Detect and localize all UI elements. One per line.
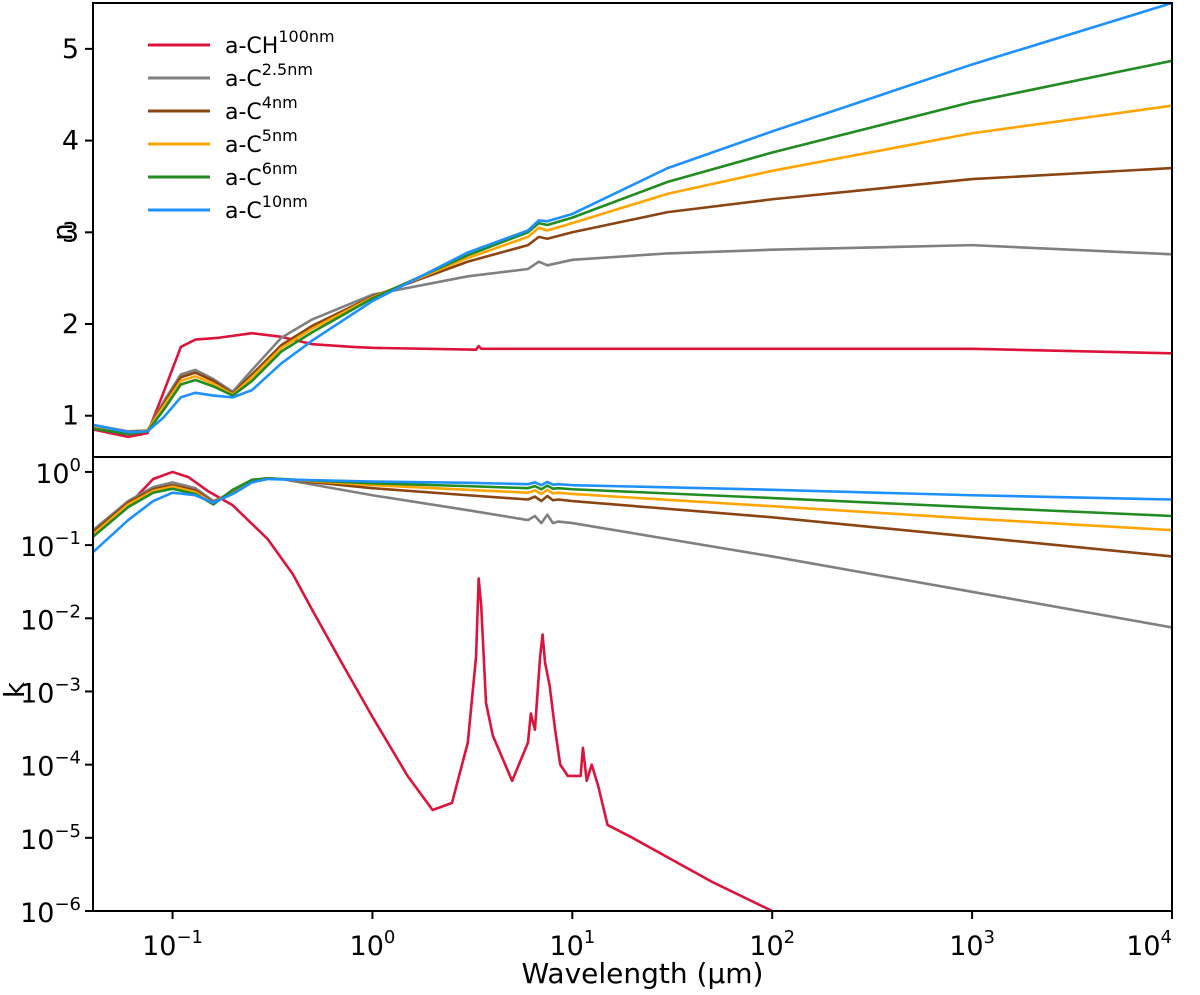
bottom-series-group — [93, 470, 1172, 911]
x-ticks: 10−1 100 101 102 103 104 — [142, 911, 1173, 962]
top-y-axis-label: n — [46, 223, 79, 241]
bottom-series-a-c-5nm — [93, 476, 1172, 536]
top-y-ticks: 1 2 3 4 5 — [62, 34, 93, 432]
legend: a-CH100nma-C2.5nma-C4nma-C5nma-C6nma-C10… — [148, 27, 335, 224]
legend-label: a-C10nm — [225, 192, 308, 224]
bottom-y-ticks: 100 10−1 10−2 10−3 10−4 10−5 10−6 — [20, 455, 93, 929]
bottom-series-a-c-6nm — [93, 476, 1172, 539]
bottom-y-tick-label: 10−2 — [20, 601, 81, 636]
top-y-tick-label: 1 — [62, 401, 79, 432]
top-series-a-c-5nm — [93, 104, 1172, 435]
top-series-a-c-6nm — [93, 59, 1172, 436]
bottom-series-a-c-4nm — [93, 476, 1172, 558]
bottom-y-tick-label: 10−4 — [20, 748, 81, 783]
x-tick-label: 103 — [949, 927, 995, 962]
top-series-group — [93, 3, 1172, 439]
top-series-a-c-2-5nm — [93, 243, 1172, 433]
bottom-series-a-c-2-5nm — [93, 476, 1172, 629]
x-tick-label: 101 — [549, 927, 595, 962]
bottom-series-a-ch-100nm — [93, 470, 774, 911]
bottom-y-tick-label: 10−5 — [20, 821, 81, 856]
bottom-y-axis-label: k — [0, 681, 31, 698]
x-tick-label: 104 — [1126, 927, 1172, 962]
legend-item-a-c-2-5nm: a-C2.5nm — [148, 60, 313, 92]
x-axis-label: Wavelength (μm) — [522, 957, 764, 990]
legend-item-a-c-6nm: a-C6nm — [148, 159, 298, 191]
legend-label: a-C2.5nm — [225, 60, 313, 92]
bottom-panel-frame — [92, 456, 1173, 912]
top-y-tick-label: 2 — [62, 309, 79, 340]
legend-label: a-C5nm — [225, 126, 298, 158]
x-tick-label: 102 — [749, 927, 795, 962]
top-series-a-c-4nm — [93, 166, 1172, 434]
top-y-tick-label: 4 — [62, 126, 79, 157]
legend-label: a-C6nm — [225, 159, 298, 191]
top-series-a-c-10nm — [93, 3, 1172, 434]
legend-item-a-c-10nm: a-C10nm — [148, 192, 308, 224]
bottom-y-tick-label: 10−1 — [20, 528, 81, 563]
legend-item-a-c-4nm: a-C4nm — [148, 93, 298, 125]
legend-item-a-ch-100nm: a-CH100nm — [148, 27, 335, 59]
top-y-tick-label: 3 — [62, 217, 79, 248]
bottom-y-tick-label: 10−3 — [20, 674, 81, 709]
x-tick-label: 10−1 — [142, 927, 203, 962]
legend-item-a-c-5nm: a-C5nm — [148, 126, 298, 158]
bottom-y-tick-label: 100 — [35, 455, 81, 490]
bottom-y-tick-label: 10−6 — [20, 894, 81, 929]
legend-label: a-CH100nm — [225, 27, 335, 59]
bottom-series-a-c-10nm — [93, 477, 1172, 554]
legend-label: a-C4nm — [225, 93, 298, 125]
x-tick-label: 100 — [350, 927, 396, 962]
top-series-a-ch-100nm — [93, 331, 1172, 439]
top-y-tick-label: 5 — [62, 34, 79, 65]
